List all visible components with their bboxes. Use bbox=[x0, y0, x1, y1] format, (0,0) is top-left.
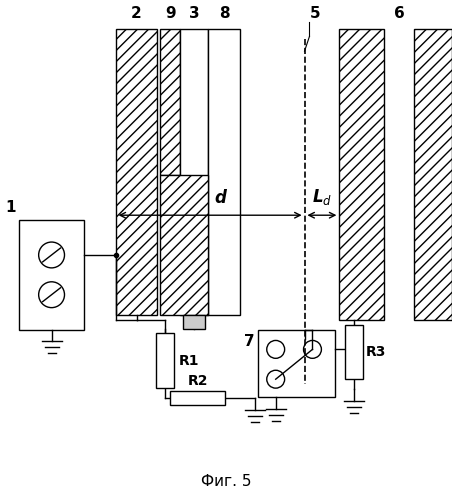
Text: 2: 2 bbox=[131, 6, 142, 21]
Text: L$_d$: L$_d$ bbox=[312, 187, 332, 207]
Bar bbox=[160, 29, 180, 176]
Text: 8: 8 bbox=[219, 6, 229, 21]
Text: 5: 5 bbox=[309, 6, 320, 21]
Bar bbox=[170, 391, 225, 405]
Text: 3: 3 bbox=[189, 6, 199, 21]
Bar bbox=[339, 29, 384, 319]
Text: R2: R2 bbox=[188, 374, 208, 388]
Text: 7: 7 bbox=[244, 334, 255, 349]
Text: 6: 6 bbox=[394, 6, 405, 21]
Text: 1: 1 bbox=[6, 200, 16, 215]
Bar bbox=[258, 329, 335, 397]
Bar bbox=[116, 29, 158, 314]
Bar bbox=[156, 333, 174, 388]
Text: d: d bbox=[214, 189, 226, 207]
Bar bbox=[160, 176, 208, 314]
Bar bbox=[19, 220, 84, 329]
Bar bbox=[208, 29, 240, 314]
Text: R3: R3 bbox=[366, 345, 386, 359]
Text: R1: R1 bbox=[178, 354, 199, 368]
Text: 9: 9 bbox=[165, 6, 176, 21]
Bar bbox=[414, 29, 452, 319]
Bar bbox=[345, 324, 363, 379]
Bar bbox=[180, 29, 208, 314]
Text: Фиг. 5: Фиг. 5 bbox=[201, 474, 251, 489]
Bar bbox=[183, 314, 205, 328]
